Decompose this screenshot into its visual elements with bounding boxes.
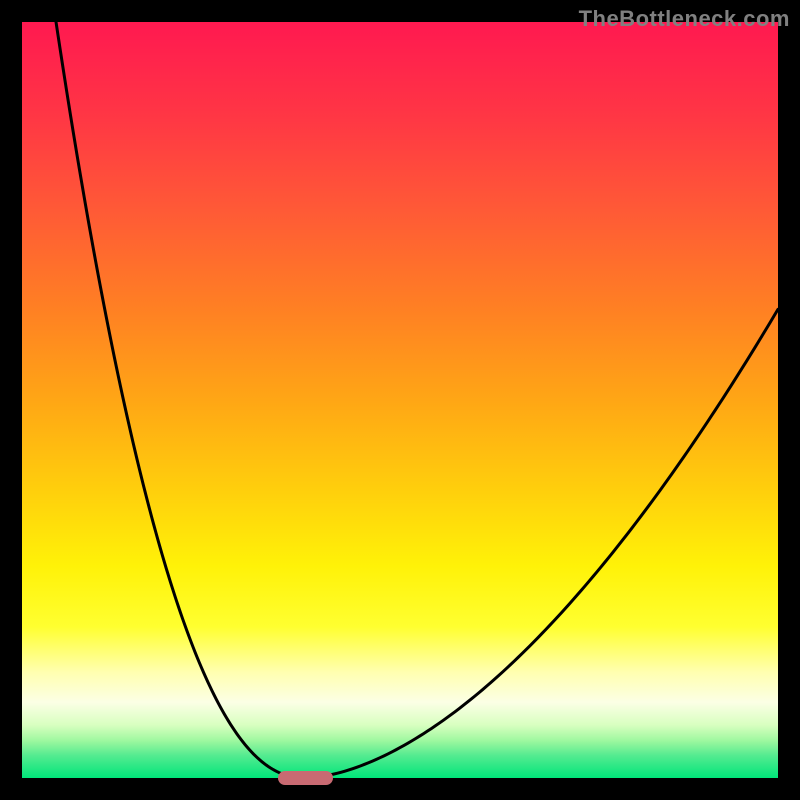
chart-root: TheBottleneck.com [0, 0, 800, 800]
bottleneck-chart-svg [0, 0, 800, 800]
chart-plot-area [22, 22, 778, 778]
watermark-text: TheBottleneck.com [579, 6, 790, 32]
optimal-marker [278, 771, 333, 785]
